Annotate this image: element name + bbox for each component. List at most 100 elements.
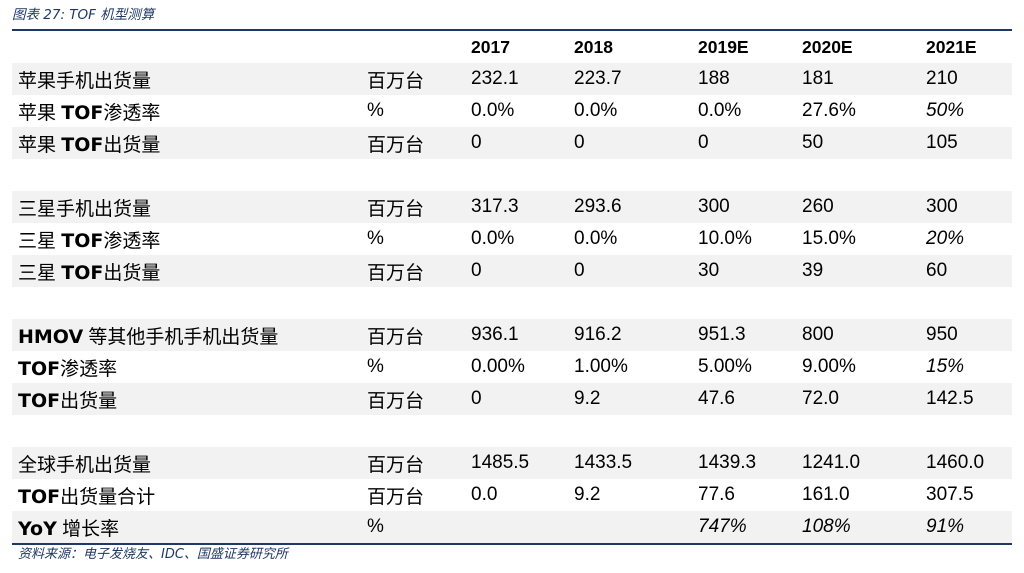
year-header: 2021E [926,36,977,57]
value-cell: 300 [926,196,958,217]
value-cell: 50 [802,132,824,153]
unit-cell: 百万台 [367,326,425,348]
table-bottom-rule [12,543,1012,545]
value-cell: 10.0% [698,228,752,249]
value-cell: 1460.0 [926,452,985,473]
unit-cell: 百万台 [367,454,425,476]
value-cell: 0 [471,388,482,409]
value-cell: 210 [926,68,958,89]
value-cell: 105 [926,132,958,153]
year-header: 2020E [802,36,853,57]
unit-cell: 百万台 [367,134,425,156]
row-label: 三星 TOF渗透率 [18,229,161,252]
value-cell [471,511,574,543]
row-label: HMOV 等其他手机手机出货量 [18,325,279,348]
value-cell: 916.2 [574,324,622,345]
table-row: 全球手机出货量 百万台 1485.5 1433.5 1439.3 1241.0 1460.0 [12,447,1012,479]
value-cell: 951.3 [698,324,746,345]
row-label: 全球手机出货量 [18,454,152,476]
value-cell: 1439.3 [698,452,757,473]
header-row: 2017 2018 2019E 2020E 2021E [12,31,1012,63]
value-cell: 161.0 [802,484,850,505]
spacer-row [12,287,1012,319]
year-header: 2019E [698,36,749,57]
value-cell: 60 [926,260,948,281]
value-cell: 0 [698,132,709,153]
table-row: TOF出货量 百万台 0 9.2 47.6 72.0 142.5 [12,383,1012,415]
table-row: 苹果 TOF渗透率% 0.0% 0.0% 0.0% 27.6% 50% [12,95,1012,127]
row-label: 苹果 TOF渗透率 [18,101,161,124]
value-cell: 108% [802,516,851,537]
value-cell: 1.00% [574,356,628,377]
value-cell [574,511,698,543]
unit-cell: 百万台 [367,198,425,220]
value-cell: 9.00% [802,356,856,377]
value-cell: 0.00% [471,356,525,377]
table-row: 三星 TOF出货量 百万台 0 0 30 39 60 [12,255,1012,287]
value-cell: 0 [574,260,585,281]
value-cell: 0.0 [471,484,498,505]
spacer-cell [12,415,1012,447]
table-row: 三星手机出货量 百万台 317.3 293.6 300 260 300 [12,191,1012,223]
value-cell: 936.1 [471,324,519,345]
unit-cell: 百万台 [367,486,425,508]
unit-cell: 百万台 [367,262,425,284]
value-cell: 9.2 [574,484,601,505]
value-cell: 1485.5 [471,452,530,473]
source-note: 资料来源：电子发烧友、IDC、国盛证券研究所 [18,547,288,562]
value-cell: 77.6 [698,484,735,505]
header-blank-cell [367,31,471,63]
row-label: TOF出货量合计 [18,485,156,508]
value-cell: 232.1 [471,68,519,89]
value-cell: 15% [926,356,965,377]
value-cell: 188 [698,68,730,89]
value-cell: 0 [471,260,482,281]
value-cell: 9.2 [574,388,601,409]
value-cell: 20% [926,228,965,249]
table-row: HMOV 等其他手机手机出货量 百万台 936.1 916.2 951.3 800 950 [12,319,1012,351]
table-top-rule [12,29,1012,31]
value-cell: 0.0% [698,100,742,121]
year-header: 2018 [574,36,613,57]
spacer-row [12,159,1012,191]
value-cell: 950 [926,324,958,345]
value-cell: 307.5 [926,484,974,505]
table-row: 苹果手机出货量 百万台 232.1 223.7 188 181 210 [12,63,1012,95]
figure-caption: 图表 27: TOF 机型测算 [12,7,155,23]
value-cell: 142.5 [926,388,974,409]
value-cell: 27.6% [802,100,856,121]
tof-estimate-table: 2017 2018 2019E 2020E 2021E 苹果手机出货量 百万台 232.1 22… [12,31,1012,543]
row-label: 三星 TOF出货量 [18,261,161,284]
value-cell: 50% [926,100,965,121]
spacer-cell [12,159,1012,191]
value-cell: 0.0% [574,228,618,249]
value-cell: 1241.0 [802,452,861,473]
value-cell: 91% [926,516,965,537]
unit-cell: % [367,356,384,377]
value-cell: 1433.5 [574,452,633,473]
table-row: TOF渗透率% 0.00% 1.00% 5.00% 9.00% 15% [12,351,1012,383]
table-row: YoY 增长率% 747% 108% 91% [12,511,1012,543]
unit-cell: 百万台 [367,70,425,92]
value-cell: 223.7 [574,68,622,89]
row-label: TOF出货量 [18,389,118,412]
value-cell: 300 [698,196,730,217]
value-cell: 0 [574,132,585,153]
table-row: TOF出货量合计 百万台 0.0 9.2 77.6 161.0 307.5 [12,479,1012,511]
row-label: TOF渗透率 [18,357,118,380]
row-label: 苹果手机出货量 [18,70,152,92]
unit-cell: % [367,100,384,121]
unit-cell: 百万台 [367,390,425,412]
spacer-cell [12,287,1012,319]
header-blank-cell [12,31,367,63]
unit-cell: % [367,228,384,249]
value-cell: 800 [802,324,834,345]
value-cell: 181 [802,68,834,89]
spacer-row [12,415,1012,447]
unit-cell: % [367,516,384,537]
value-cell: 72.0 [802,388,839,409]
value-cell: 39 [802,260,824,281]
row-label: 三星手机出货量 [18,198,152,220]
value-cell: 293.6 [574,196,622,217]
row-label: 苹果 TOF出货量 [18,133,161,156]
